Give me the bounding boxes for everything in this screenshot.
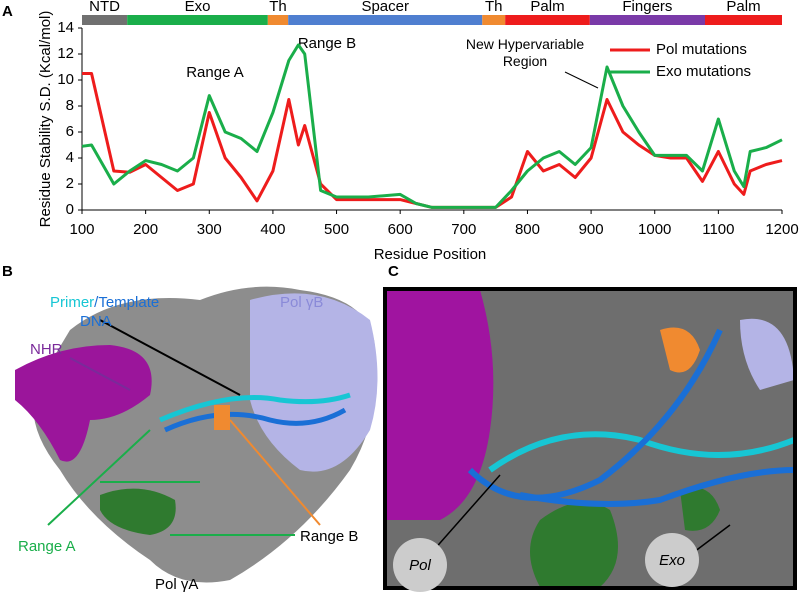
y-tick-label: 12 bbox=[57, 45, 74, 62]
label: Pol γB bbox=[280, 294, 323, 311]
x-tick-label: 1200 bbox=[765, 221, 798, 238]
pointer bbox=[229, 419, 321, 526]
x-tick-label: 800 bbox=[515, 221, 540, 238]
label-bubble bbox=[645, 533, 699, 587]
label: DNA bbox=[80, 313, 112, 330]
x-tick-label: 1100 bbox=[702, 221, 734, 238]
panel-b: B Primer/Template DNA Pol γB NHR Range A… bbox=[2, 263, 378, 593]
dna bbox=[467, 328, 723, 501]
domain-label: NTD bbox=[89, 0, 120, 15]
legend-label: Exo mutations bbox=[656, 63, 751, 80]
label: Range B bbox=[300, 528, 358, 545]
pointer bbox=[47, 429, 151, 526]
panel-c: C Pol Exo bbox=[383, 263, 797, 592]
domain-segment bbox=[482, 15, 506, 25]
domain-segment bbox=[267, 15, 289, 25]
label: /Template bbox=[94, 294, 159, 311]
label: Primer/Template bbox=[50, 294, 159, 311]
x-tick-label: 700 bbox=[451, 221, 476, 238]
panel-border bbox=[383, 287, 797, 590]
protein-surface bbox=[250, 293, 378, 472]
x-tick-label: 900 bbox=[579, 221, 604, 238]
label: Range A bbox=[18, 538, 76, 555]
label: Exo bbox=[659, 552, 685, 569]
domain-label: Palm bbox=[726, 0, 760, 15]
domain-segment bbox=[82, 15, 128, 25]
x-tick-label: 100 bbox=[69, 221, 94, 238]
y-tick-label: 8 bbox=[66, 97, 74, 114]
legend-label: Pol mutations bbox=[656, 41, 747, 58]
pointer bbox=[69, 357, 131, 391]
dna bbox=[488, 431, 794, 473]
annotation-box: New Hypervariable Region bbox=[465, 36, 585, 69]
x-tick-label: 400 bbox=[260, 221, 285, 238]
label: Pol bbox=[409, 557, 431, 574]
label: Pol γA bbox=[155, 576, 198, 593]
y-axis-label: Residue Stability S.D. (Kcal/mol) bbox=[37, 11, 54, 228]
domain-label: Spacer bbox=[361, 0, 409, 15]
panel-letter: B bbox=[2, 263, 13, 280]
annotation-pointer bbox=[564, 71, 599, 89]
protein-surface bbox=[214, 405, 230, 430]
x-axis-label: Residue Position bbox=[374, 246, 487, 263]
x-tick-label: 1000 bbox=[638, 221, 671, 238]
data-line bbox=[81, 43, 783, 209]
domain-label: Th bbox=[269, 0, 287, 15]
domain-label: Palm bbox=[530, 0, 564, 15]
annotation: New Hypervariable Region bbox=[465, 36, 585, 69]
protein-surface bbox=[660, 327, 700, 373]
dna bbox=[163, 407, 347, 433]
protein-surface bbox=[15, 345, 152, 462]
x-tick-label: 200 bbox=[133, 221, 158, 238]
label: Primer bbox=[50, 294, 94, 311]
annotation: Range A bbox=[186, 64, 244, 81]
protein-surface bbox=[386, 290, 494, 520]
panel-letter: C bbox=[388, 263, 399, 280]
y-tick-label: 6 bbox=[66, 123, 74, 140]
label-bubble bbox=[393, 538, 447, 592]
label: NHR bbox=[30, 341, 63, 358]
protein-surface bbox=[680, 487, 720, 531]
x-tick-label: 500 bbox=[324, 221, 349, 238]
dna bbox=[159, 392, 351, 423]
domain-segment bbox=[288, 15, 483, 25]
y-tick-label: 14 bbox=[57, 19, 74, 36]
domain-label: Fingers bbox=[622, 0, 672, 15]
protein-surface bbox=[530, 502, 618, 587]
panel-letter: A bbox=[2, 3, 13, 20]
domain-segment bbox=[505, 15, 590, 25]
y-tick-label: 10 bbox=[57, 71, 74, 88]
y-tick-label: 4 bbox=[66, 149, 74, 166]
pointer bbox=[99, 319, 241, 396]
data-line bbox=[82, 72, 783, 209]
domain-segment bbox=[705, 15, 782, 25]
domain-label: Th bbox=[485, 0, 503, 15]
x-tick-label: 300 bbox=[197, 221, 222, 238]
dna bbox=[519, 467, 794, 507]
domain-segment bbox=[589, 15, 705, 25]
protein-surface bbox=[740, 318, 794, 390]
y-tick-label: 2 bbox=[66, 175, 74, 192]
domain-segment bbox=[127, 15, 268, 25]
protein-surface bbox=[100, 488, 176, 535]
x-tick-label: 600 bbox=[388, 221, 413, 238]
y-tick-label: 0 bbox=[66, 201, 74, 218]
annotation: Range B bbox=[298, 35, 356, 52]
domain-label: Exo bbox=[185, 0, 211, 15]
